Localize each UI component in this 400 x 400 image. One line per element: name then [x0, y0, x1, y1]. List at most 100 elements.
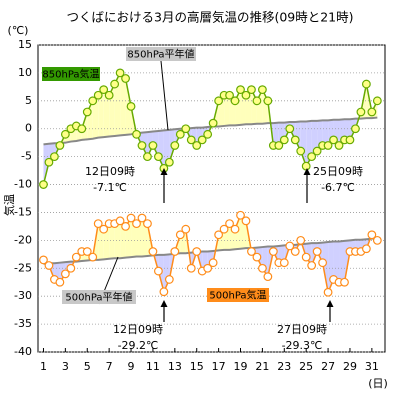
marker	[66, 263, 76, 273]
marker	[301, 161, 311, 171]
marker	[367, 107, 377, 117]
marker	[175, 230, 185, 240]
y-tick-label: -20	[14, 233, 32, 246]
x-tick-label: 7	[106, 360, 113, 373]
marker	[192, 141, 202, 150]
marker	[236, 210, 245, 220]
x-tick-label: 27	[321, 360, 335, 373]
x-tick-label: 3	[62, 360, 69, 373]
marker	[225, 219, 234, 229]
marker	[230, 96, 240, 106]
marker	[44, 261, 54, 270]
marker	[356, 107, 366, 117]
anomaly-fill	[92, 95, 99, 139]
marker	[181, 124, 191, 134]
legend-box	[42, 67, 100, 81]
marker	[104, 90, 114, 100]
marker	[279, 258, 289, 268]
legend-box	[62, 290, 136, 304]
marker	[296, 235, 306, 245]
anomaly-fill	[131, 218, 137, 258]
marker	[203, 263, 213, 273]
anomaly-fill	[109, 223, 115, 259]
marker	[143, 152, 152, 162]
marker	[148, 141, 158, 150]
x-axis-label: (日)	[368, 377, 388, 390]
marker	[329, 135, 338, 145]
x-tick-label: 1	[40, 360, 47, 373]
marker	[323, 287, 333, 297]
marker	[241, 216, 251, 226]
annotation: 12日09時	[85, 165, 135, 178]
marker	[186, 135, 196, 145]
y-tick-label: 5	[25, 94, 32, 107]
arrow-head	[303, 168, 311, 175]
legend-box	[126, 47, 196, 61]
anomaly-fill	[278, 245, 285, 263]
marker	[154, 266, 163, 276]
marker	[82, 247, 92, 256]
marker	[93, 219, 103, 229]
y-tick-label: -30	[14, 289, 32, 302]
marker	[121, 74, 130, 83]
marker	[214, 230, 224, 240]
marker	[208, 118, 218, 128]
y-tick-label: -40	[14, 345, 32, 358]
marker	[372, 235, 382, 245]
marker	[241, 90, 251, 100]
anomaly-fill	[98, 89, 104, 138]
marker	[60, 129, 70, 139]
marker	[99, 85, 109, 95]
anomaly-fill	[103, 89, 110, 138]
marker	[197, 135, 207, 145]
marker	[351, 124, 360, 134]
marker	[252, 252, 262, 262]
x-tick-label: 19	[234, 360, 248, 373]
marker	[285, 241, 295, 251]
legend-label: 850hPa気温	[42, 68, 99, 81]
marker	[296, 146, 306, 156]
x-tick-label: 11	[146, 360, 160, 373]
marker	[77, 124, 87, 134]
y-axis-label: 気温	[2, 194, 16, 216]
marker	[55, 141, 65, 150]
marker	[126, 101, 136, 111]
x-tick-label: 9	[128, 360, 135, 373]
marker	[279, 135, 289, 145]
marker	[345, 135, 355, 145]
marker	[137, 213, 147, 223]
y-tick-label: -25	[14, 261, 32, 274]
marker	[121, 222, 130, 231]
marker	[93, 90, 103, 100]
x-tick-label: 5	[84, 360, 91, 373]
annotation: -6.7℃	[321, 181, 355, 194]
marker	[290, 135, 300, 145]
marker	[367, 230, 377, 240]
x-tick-label: 21	[255, 360, 269, 373]
marker	[263, 272, 273, 282]
marker	[290, 247, 300, 256]
marker	[258, 85, 267, 95]
leader-line	[160, 60, 169, 131]
legend-label: 500hPa気温	[209, 289, 266, 302]
marker	[263, 96, 273, 106]
anomaly-fill	[322, 242, 329, 293]
annotation: 12日09時	[113, 323, 163, 336]
annotation: -29.2℃	[118, 339, 159, 352]
marker	[323, 141, 333, 150]
y-tick-label: -10	[14, 178, 32, 191]
marker	[307, 152, 317, 162]
marker	[318, 258, 328, 268]
x-tick-label: 13	[168, 360, 182, 373]
annotation: -29.3℃	[282, 339, 323, 352]
x-tick-label: 29	[343, 360, 357, 373]
marker	[126, 213, 136, 223]
marker	[71, 252, 81, 262]
arrow-head	[160, 300, 168, 307]
marker	[88, 252, 98, 262]
marker	[219, 224, 229, 234]
y-tick-label: -5	[21, 150, 32, 163]
marker	[307, 261, 317, 270]
legend-label: 500hPa平年値	[65, 291, 132, 304]
